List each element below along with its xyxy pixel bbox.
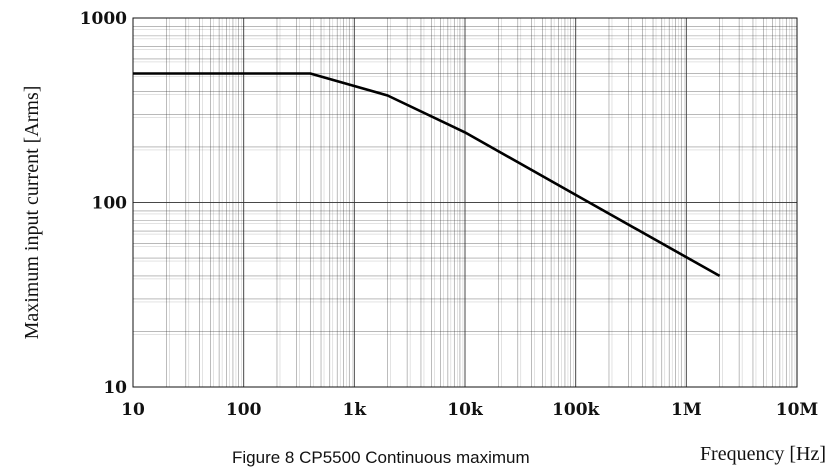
x-axis-ticks: 10 100 1k 10k 100k 1M 10M [121, 400, 818, 420]
figure-caption: Figure 8 CP5500 Continuous maximum [232, 448, 530, 467]
series-group [133, 72, 721, 278]
x-tick-label: 10M [776, 400, 819, 420]
x-tick-label: 1k [343, 400, 368, 420]
x-tick-label: 10k [447, 400, 484, 420]
x-axis-label: Frequency [Hz] [700, 443, 826, 465]
grid [133, 18, 797, 387]
y-axis-label: Maximum input current [Arms] [21, 86, 43, 340]
y-tick-label: 1000 [80, 9, 127, 29]
series-line [133, 72, 721, 278]
y-tick-label: 10 [103, 378, 127, 398]
y-tick-label: 100 [92, 194, 128, 214]
plot-area-frame [132, 17, 798, 388]
x-tick-label: 1M [671, 400, 702, 420]
x-tick-label: 10 [121, 400, 145, 420]
x-tick-label: 100k [552, 400, 600, 420]
y-axis-ticks: 10 100 1000 [80, 9, 127, 398]
x-tick-label: 100 [226, 400, 262, 420]
